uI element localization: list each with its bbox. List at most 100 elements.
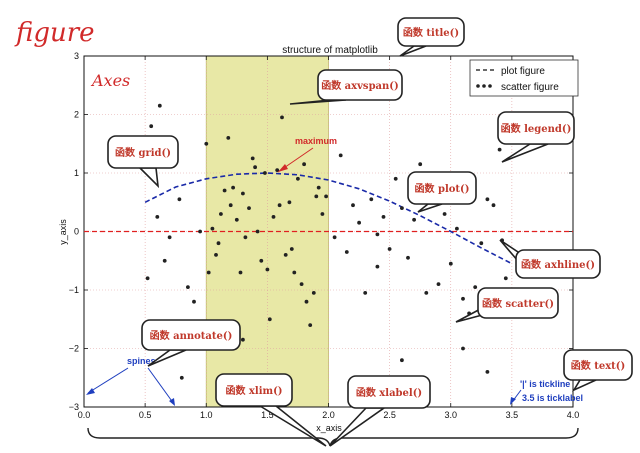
scatter-point [324, 194, 328, 199]
scatter-point [400, 206, 404, 211]
x-tick-label: 1.5 [261, 410, 274, 420]
scatter-point [448, 261, 453, 266]
scatter-point [473, 285, 478, 289]
plot-line [144, 172, 513, 265]
legend-plot-label: plot figure [501, 66, 545, 77]
scatter-point [381, 215, 386, 219]
scatter-point [167, 235, 172, 240]
y-tick-label: 3 [74, 51, 79, 61]
legend: plot figure scatter figure [469, 59, 579, 97]
tickline-note: '|' is tickline [520, 379, 570, 389]
scatter-point [363, 291, 368, 295]
callout-box [407, 171, 477, 205]
scatter-point [234, 217, 239, 222]
callout-box [477, 287, 559, 319]
scatter-point [436, 282, 441, 286]
x-tick-label: 1.0 [200, 410, 213, 420]
callout-label: 函数 annotate() [150, 329, 233, 342]
spines-arrow-left [87, 367, 129, 394]
y-tick-label: 0 [74, 227, 79, 237]
callout-label: 函数 title() [403, 26, 459, 39]
scatter-point [243, 235, 248, 240]
xlim-callout: 函数 xlim() [215, 373, 327, 447]
scatter-point [387, 247, 392, 251]
scatter-point [145, 276, 150, 281]
scatter-point [455, 226, 459, 231]
scatter-point [406, 255, 410, 260]
scatter-point [320, 212, 325, 216]
scatter-point [210, 226, 215, 231]
scatter-point [304, 299, 309, 304]
scatter-point [231, 185, 236, 190]
legend-scatter-dot [476, 84, 480, 88]
scatter-point [222, 188, 227, 193]
callout-box [141, 319, 241, 351]
grid-callout: 函数 grid() [107, 135, 179, 189]
scatter-point [198, 229, 203, 234]
scatter-point [219, 212, 223, 216]
text-callout: 函数 text() [563, 349, 633, 392]
scatter-point [418, 162, 423, 167]
scatter-point [255, 229, 260, 234]
scatter-point [206, 270, 211, 275]
scatter-point [267, 317, 272, 322]
axhline-callout: 函数 axhline() [499, 239, 601, 279]
scatter-point [375, 232, 380, 237]
scatter-point [204, 141, 209, 146]
callout-label: 函数 xlim() [225, 384, 282, 397]
scatter-point [250, 156, 255, 161]
callout-tail [138, 167, 160, 189]
callout-tail [399, 45, 427, 57]
scatter-point [259, 258, 264, 263]
spines-arrow-bottom [147, 367, 175, 405]
scatter-point [265, 267, 270, 272]
scatter-point [308, 323, 313, 327]
scatter-point [485, 197, 490, 202]
callout-label: 函数 axvspan() [321, 79, 399, 92]
scatter-point [241, 191, 245, 196]
y-tick-label: 2 [74, 110, 79, 120]
scatter-point [177, 197, 182, 202]
scatter-point [375, 264, 380, 269]
legend-scatter-label: scatter figure [501, 82, 559, 93]
scatter-point [479, 241, 484, 246]
callout-box [107, 135, 179, 169]
callout-label: 函数 legend() [501, 122, 572, 135]
callout-tail [571, 379, 597, 392]
scatter-point [275, 168, 280, 173]
legend-callout: 函数 legend() [497, 111, 575, 163]
scatter-point [491, 203, 496, 208]
callout-label: 函数 plot() [414, 182, 469, 195]
scatter-point [311, 291, 316, 295]
axes-label: Axes [90, 71, 130, 90]
scatter-point [461, 346, 465, 351]
callout-tail [501, 143, 549, 163]
scatter-point [287, 200, 292, 205]
callout-box [215, 373, 293, 407]
scatter-point [253, 165, 257, 170]
x-tick-label: 2.5 [383, 410, 396, 420]
x-tick-label: 4.0 [567, 410, 580, 420]
scatter-point [332, 235, 337, 240]
annotate-callout: 函数 annotate() [141, 319, 241, 367]
scatter-point [296, 176, 300, 181]
callout-label: 函数 grid() [115, 146, 171, 159]
scatter-point [247, 206, 251, 211]
scatter-point [271, 215, 276, 219]
y-tick-label: 1 [74, 168, 79, 178]
scatter-point [280, 115, 284, 120]
axvspan-callout: 函数 axvspan() [289, 69, 403, 105]
scatter-point [485, 370, 490, 374]
callout-box [563, 349, 633, 381]
x-tick-label: 0.0 [78, 410, 91, 420]
callout-box [347, 375, 431, 409]
figure-label: figure [14, 18, 95, 48]
chart-title: structure of matplotlib [282, 45, 378, 56]
scatter-point [302, 162, 306, 167]
scatter-point [228, 203, 233, 208]
scatter-point [214, 253, 218, 257]
callout-box [317, 69, 403, 101]
scatter-point [442, 212, 447, 216]
scatter-callout: 函数 scatter() [455, 287, 559, 323]
